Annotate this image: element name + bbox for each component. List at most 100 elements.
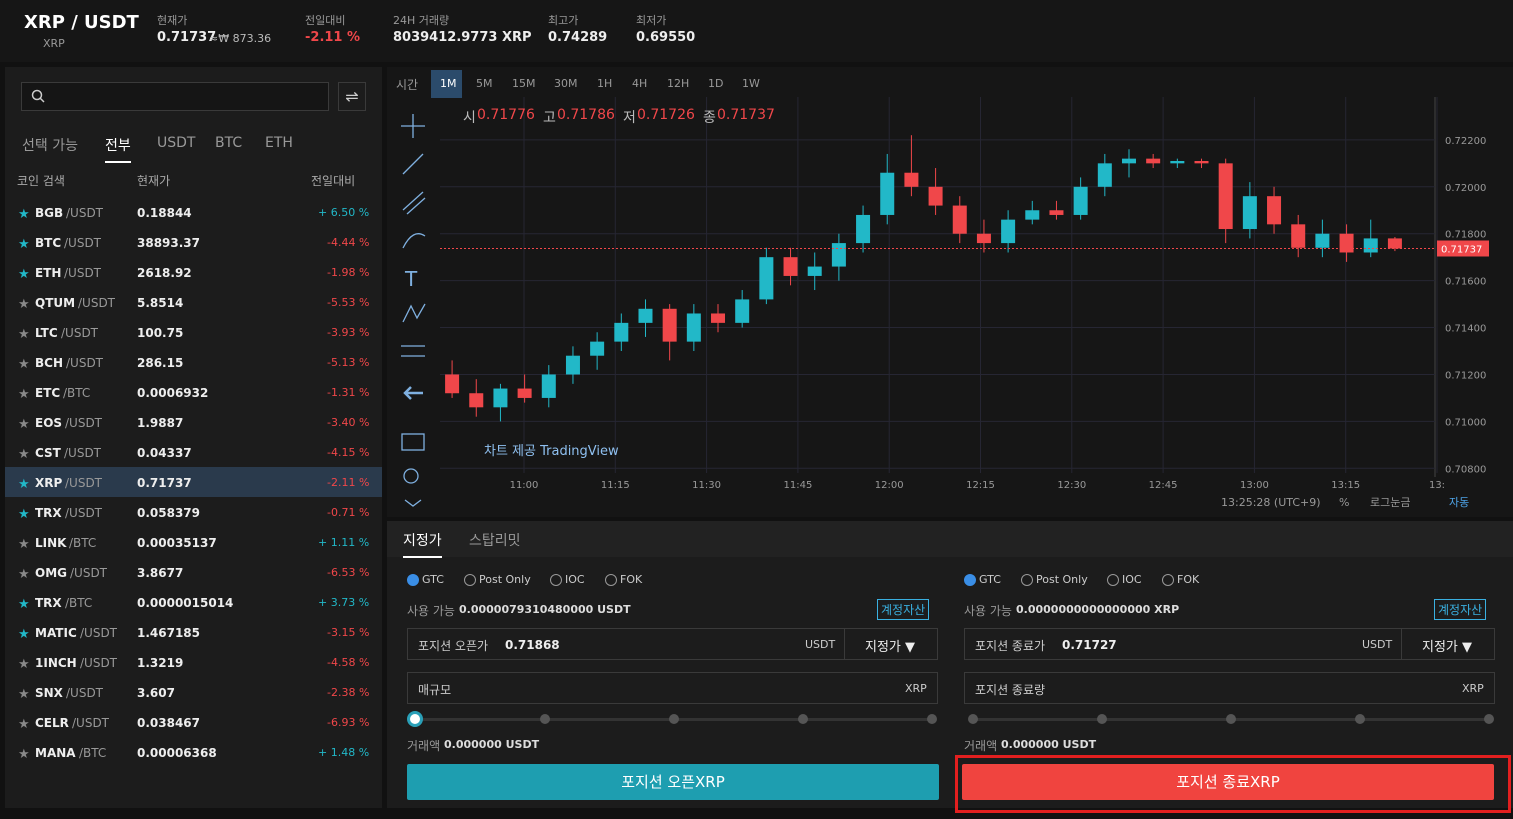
x-tick-label: 13:15: [1331, 480, 1360, 491]
coin-quote: /USDT: [66, 686, 104, 700]
coin-symbol[interactable]: BCH: [35, 356, 63, 370]
slider-dot[interactable]: [968, 714, 978, 724]
coin-quote: /BTC: [69, 536, 97, 550]
order-option[interactable]: GTC: [422, 573, 444, 586]
radio[interactable]: [1107, 574, 1119, 586]
slider-dot[interactable]: [927, 714, 937, 724]
amount-input[interactable]: [964, 672, 1495, 704]
market-tab[interactable]: ETH: [265, 135, 293, 151]
coin-symbol[interactable]: TRX: [35, 506, 62, 520]
order-option[interactable]: FOK: [1177, 573, 1200, 586]
order-option[interactable]: GTC: [979, 573, 1001, 586]
slider-dot[interactable]: [1484, 714, 1494, 724]
order-option[interactable]: IOC: [565, 573, 585, 586]
coin-symbol[interactable]: MATIC: [35, 626, 77, 640]
price-value: 0.71868: [505, 638, 560, 652]
favorite-star: ★: [18, 387, 30, 402]
price-input[interactable]: [407, 628, 938, 660]
available-value: 0.0000000000000000 XRP: [1016, 603, 1180, 616]
search-box[interactable]: [21, 82, 329, 111]
slider-dot[interactable]: [540, 714, 550, 724]
swap-button[interactable]: ⇌: [338, 82, 366, 111]
radio[interactable]: [1021, 574, 1033, 586]
column-header[interactable]: 코인 검색: [17, 174, 65, 188]
candle-body: [1267, 196, 1282, 225]
asset-button[interactable]: 계정자산: [877, 599, 930, 620]
coin-symbol[interactable]: BGB: [35, 206, 64, 220]
market-tab[interactable]: 선택 가능: [22, 138, 78, 154]
asset-button[interactable]: 계정자산: [1434, 599, 1487, 620]
order-option[interactable]: Post Only: [479, 573, 531, 586]
slider-dot[interactable]: [798, 714, 808, 724]
coin-symbol[interactable]: BTC: [35, 236, 62, 250]
coin-symbol[interactable]: ETH: [35, 266, 62, 280]
last-price-tag: [1437, 240, 1489, 257]
column-header[interactable]: 현재가: [137, 174, 171, 188]
coin-symbol[interactable]: SNX: [35, 686, 63, 700]
interval-button[interactable]: 30M: [554, 77, 578, 90]
coin-symbol[interactable]: MANA: [35, 746, 76, 760]
interval-button[interactable]: 1W: [742, 77, 760, 90]
order-type[interactable]: 지정가 ▼: [865, 640, 916, 655]
amount-label: 포지션 종료량: [975, 683, 1046, 697]
interval-button[interactable]: 1H: [597, 77, 613, 90]
radio[interactable]: [464, 574, 476, 586]
order-tab[interactable]: 스탑리밋: [469, 533, 521, 549]
ohlc-legend: 시: [463, 110, 476, 126]
submit-button[interactable]: 포지션 종료XRP: [962, 764, 1494, 800]
order-option[interactable]: IOC: [1122, 573, 1142, 586]
coin-symbol[interactable]: OMG: [35, 566, 67, 580]
coin-symbol[interactable]: CST: [35, 446, 61, 460]
candle-body: [1339, 233, 1354, 253]
radio[interactable]: [550, 574, 562, 586]
favorite-star: ★: [18, 237, 30, 252]
slider-dot[interactable]: [1226, 714, 1236, 724]
svg-text:T: T: [404, 267, 418, 291]
order-tab[interactable]: 지정가: [403, 530, 442, 558]
coin-symbol[interactable]: EOS: [35, 416, 63, 430]
coin-symbol[interactable]: TRX: [35, 596, 62, 610]
interval-button[interactable]: 15M: [512, 77, 536, 90]
stat-value: 0.74289: [548, 30, 608, 45]
order-option[interactable]: Post Only: [1036, 573, 1088, 586]
submit-button[interactable]: 포지션 오픈XRP: [407, 764, 939, 800]
radio[interactable]: [605, 574, 617, 586]
interval-button[interactable]: 4H: [632, 77, 648, 90]
coin-symbol[interactable]: XRP: [35, 476, 63, 490]
coin-change: + 1.11 %: [318, 536, 370, 549]
interval-button[interactable]: 5M: [476, 77, 493, 90]
coin-price: 3.8677: [137, 566, 184, 580]
coin-symbol[interactable]: QTUM: [35, 296, 76, 310]
market-tab[interactable]: USDT: [157, 135, 196, 151]
stat-label: 24H 거래량: [393, 14, 450, 27]
slider-dot[interactable]: [669, 714, 679, 724]
amount-input[interactable]: [407, 672, 938, 704]
coin-symbol[interactable]: ETC: [35, 386, 61, 400]
column-header[interactable]: 전일대비: [311, 174, 356, 188]
coin-quote: /USDT: [80, 656, 118, 670]
radio[interactable]: [407, 574, 419, 586]
slider-dot[interactable]: [1355, 714, 1365, 724]
coin-symbol[interactable]: 1INCH: [35, 656, 77, 670]
coin-symbol[interactable]: LINK: [35, 536, 67, 550]
order-option[interactable]: FOK: [620, 573, 643, 586]
slider-dot[interactable]: [407, 711, 423, 727]
price-input[interactable]: [964, 628, 1495, 660]
market-tab[interactable]: BTC: [215, 135, 243, 151]
radio[interactable]: [964, 574, 976, 586]
coin-symbol[interactable]: LTC: [35, 326, 58, 340]
interval-button[interactable]: 1D: [708, 77, 724, 90]
x-tick-label: 12:00: [875, 480, 904, 491]
chart-footer: 로그눈금: [1370, 496, 1410, 509]
y-tick-label: 0.71600: [1445, 277, 1486, 288]
radio[interactable]: [1162, 574, 1174, 586]
order-type[interactable]: 지정가 ▼: [1422, 640, 1473, 655]
interval-button[interactable]: 1M: [440, 77, 457, 90]
coin-symbol[interactable]: CELR: [35, 716, 69, 730]
interval-button[interactable]: 12H: [667, 77, 690, 90]
pair-title: XRP / USDT: [24, 12, 139, 33]
favorite-star: ★: [18, 417, 30, 432]
y-tick-label: 0.70800: [1445, 464, 1486, 475]
slider-dot[interactable]: [1097, 714, 1107, 724]
market-tab[interactable]: 전부: [105, 135, 131, 163]
